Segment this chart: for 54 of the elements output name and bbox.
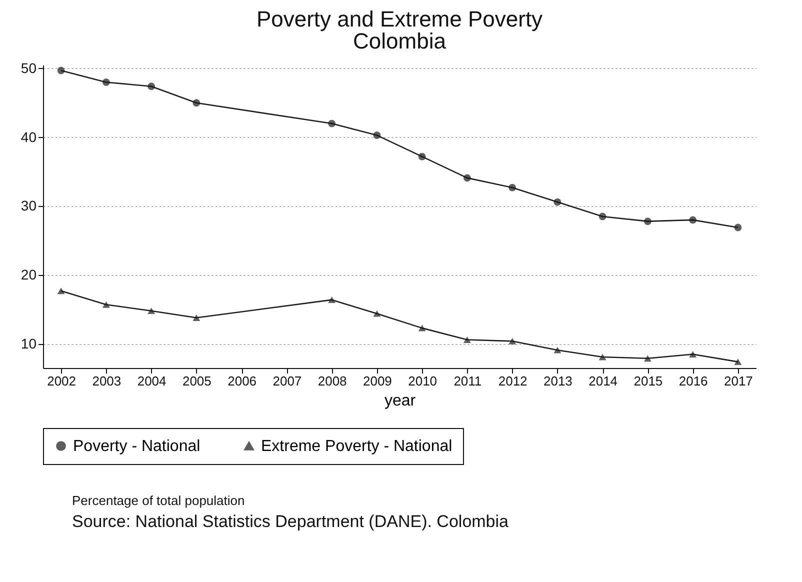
y-tick-label: 30 xyxy=(20,198,37,214)
point xyxy=(418,324,426,332)
x-axis-title: year xyxy=(384,392,416,410)
point xyxy=(508,338,516,344)
x-tick-label: 2011 xyxy=(454,374,482,388)
point xyxy=(689,216,697,224)
point xyxy=(57,66,65,74)
point xyxy=(734,224,742,232)
point xyxy=(418,152,426,160)
text: Percentage of total population xyxy=(72,493,246,508)
point xyxy=(102,301,110,308)
x-tick-label: 2008 xyxy=(318,374,347,388)
point xyxy=(463,336,471,343)
point xyxy=(192,314,200,321)
point xyxy=(463,174,471,182)
point xyxy=(554,198,562,206)
x-tick-label: 2012 xyxy=(498,374,528,388)
point xyxy=(598,212,606,220)
point xyxy=(598,354,606,360)
y-tick-label: 50 xyxy=(20,60,37,76)
x-tick-label: 2004 xyxy=(137,374,166,388)
x-tick-label: 2016 xyxy=(678,374,708,388)
point xyxy=(508,184,516,192)
point xyxy=(192,99,200,107)
point xyxy=(328,296,336,304)
x-tick-label: 2006 xyxy=(228,374,257,388)
y-tick-label: 40 xyxy=(20,128,37,145)
x-tick-label: 2015 xyxy=(634,374,663,388)
point xyxy=(734,358,742,366)
x-tick-label: 2007 xyxy=(272,374,302,388)
point xyxy=(689,351,697,358)
x-tick-label: 2003 xyxy=(92,374,122,388)
point xyxy=(148,82,156,90)
point xyxy=(148,308,156,314)
point xyxy=(57,288,65,294)
x-tick-label: 2009 xyxy=(362,374,392,388)
point xyxy=(102,78,110,86)
x-tick-label: 2014 xyxy=(588,374,618,388)
x-tick-label: 2010 xyxy=(408,374,438,388)
x-tick-label: 2013 xyxy=(543,374,572,388)
y-tick-label: 10 xyxy=(20,335,37,352)
x-tick-label: 2005 xyxy=(182,374,212,388)
legend-label: Poverty - National xyxy=(73,438,200,455)
x-tick-label: 2002 xyxy=(47,374,76,388)
legend-label: Extreme Poverty - National xyxy=(261,438,452,455)
y-tick-label: 20 xyxy=(20,266,37,283)
point xyxy=(373,310,381,317)
source-note: Source: National Statistics Department (DANE). Colombia xyxy=(72,512,510,532)
point xyxy=(328,120,336,128)
x-tick-label: 2017 xyxy=(724,374,753,388)
point xyxy=(373,132,381,139)
point xyxy=(644,355,652,362)
point xyxy=(644,218,652,226)
point xyxy=(554,346,562,354)
